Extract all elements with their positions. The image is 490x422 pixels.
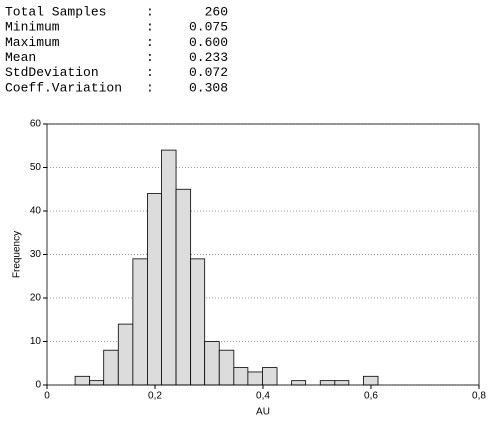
y-tick-label: 40 <box>30 206 42 217</box>
stat-separator: : <box>146 80 154 95</box>
plot-frame <box>46 123 480 386</box>
stat-separator: : <box>146 4 154 19</box>
stat-value: 0.233 <box>189 50 228 65</box>
stat-value: 0.075 <box>189 20 228 35</box>
stat-label: Total Samples <box>5 4 106 19</box>
bar <box>262 367 278 386</box>
bar <box>363 375 379 386</box>
stat-value: 0.308 <box>189 80 228 95</box>
x-tick-label: 0,6 <box>364 391 378 402</box>
x-axis-label: AU <box>256 407 270 418</box>
bar <box>190 258 206 386</box>
bar <box>334 380 350 386</box>
x-tick-label: 0,8 <box>472 391 486 402</box>
y-tick-label: 10 <box>30 336 42 347</box>
bar <box>74 375 91 386</box>
bar <box>103 349 119 386</box>
stat-label: Mean <box>5 50 36 65</box>
x-tick-label: 0,2 <box>148 391 162 402</box>
stat-separator: : <box>146 20 154 35</box>
y-axis-label: Frequency <box>12 231 23 278</box>
y-tick-label: 60 <box>30 119 42 130</box>
y-tick-label: 20 <box>30 293 42 304</box>
bar <box>291 380 307 386</box>
bar <box>247 371 263 386</box>
bar <box>117 323 134 386</box>
stat-label: Coeff.Variation <box>5 80 122 95</box>
bar <box>233 367 249 386</box>
stat-separator: : <box>146 65 154 80</box>
bar <box>319 380 336 386</box>
bar <box>147 193 162 386</box>
stat-value: 0.600 <box>189 35 228 50</box>
stat-value: 260 <box>205 4 228 19</box>
y-tick-label: 30 <box>30 249 42 260</box>
y-tick-label: 0 <box>35 380 41 391</box>
stat-label: Minimum <box>5 20 60 35</box>
stat-separator: : <box>146 35 154 50</box>
x-tick-label: 0,4 <box>256 391 270 402</box>
x-tick-label: 0 <box>44 391 50 402</box>
bar <box>132 258 148 386</box>
stat-label: Maximum <box>5 35 60 50</box>
bar <box>89 380 105 386</box>
y-tick-label: 50 <box>30 162 42 173</box>
bar <box>204 341 220 386</box>
stat-separator: : <box>146 50 154 65</box>
bar <box>161 149 177 386</box>
bar <box>218 349 235 386</box>
stat-value: 0.072 <box>189 65 228 80</box>
stat-label: StdDeviation <box>5 65 99 80</box>
bar <box>175 188 192 386</box>
